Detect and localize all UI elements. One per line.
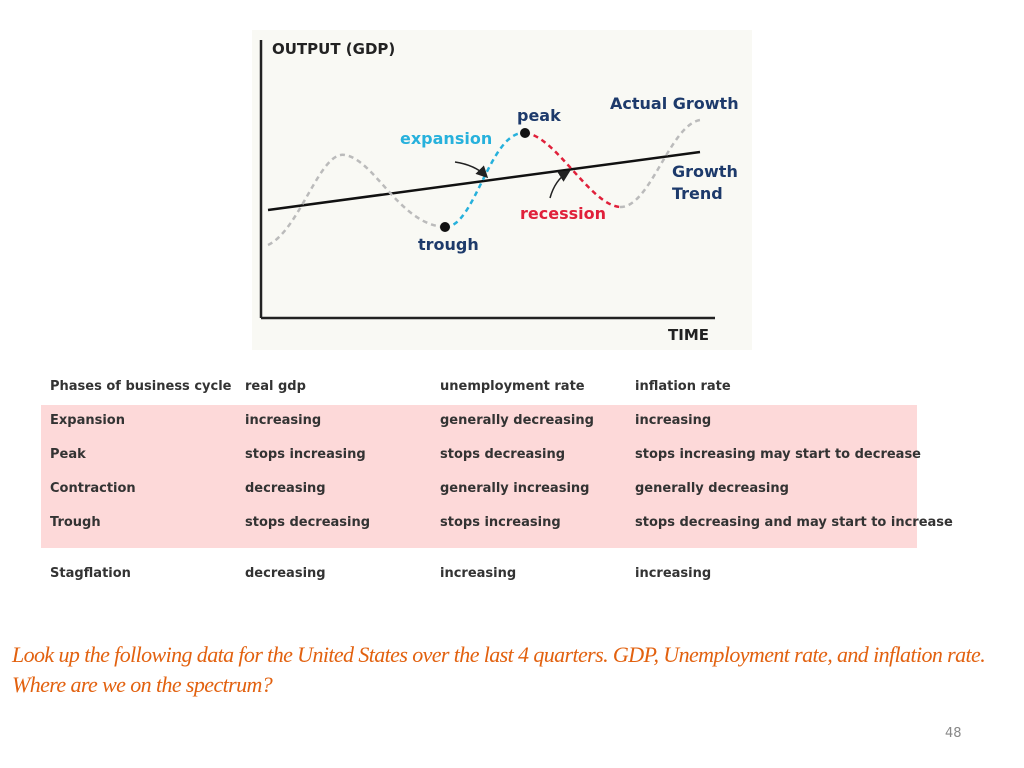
table-cell: increasing	[635, 566, 712, 581]
recession-label: recession	[520, 204, 606, 223]
table-cell: decreasing	[245, 481, 326, 496]
table-cell: stops increasing may start to decrease	[635, 447, 921, 462]
trough-label: trough	[418, 235, 479, 254]
table-cell: increasing	[635, 413, 712, 428]
trough-point	[440, 222, 450, 232]
table-cell: decreasing	[245, 566, 326, 581]
table-cell: generally decreasing	[635, 481, 789, 496]
diagram-background	[252, 30, 752, 350]
expansion-curve	[444, 131, 526, 229]
table-cell: increasing	[440, 566, 517, 581]
table-cell: Contraction	[50, 481, 136, 496]
table-cell: stops increasing	[245, 447, 366, 462]
page-number: 48	[945, 726, 962, 741]
recession-curve	[524, 131, 621, 209]
table-cell: real gdp	[245, 379, 306, 394]
prompt-text: Look up the following data for the Unite…	[12, 642, 986, 697]
table-cell: Trough	[50, 515, 101, 530]
cycle-curve	[619, 118, 701, 209]
table-cell: Peak	[50, 447, 86, 462]
table-cell: stops decreasing and may start to increa…	[635, 515, 953, 530]
table-cell: stops decreasing	[440, 447, 566, 462]
table-cell: Stagflation	[50, 566, 131, 581]
cycle-curve	[267, 153, 446, 247]
table-cell: increasing	[245, 413, 322, 428]
table-cell: stops decreasing	[245, 515, 371, 530]
table-cell: Expansion	[50, 413, 125, 428]
y-axis-label: OUTPUT (GDP)	[272, 40, 396, 58]
growth-trend-label: Growth Trend	[672, 162, 738, 203]
table-cell: inflation rate	[635, 379, 731, 394]
actual-growth-label: Actual Growth	[610, 94, 739, 113]
table-cell: stops increasing	[440, 515, 561, 530]
table-cell: generally increasing	[440, 481, 590, 496]
table-cell: unemployment rate	[440, 379, 585, 394]
table-cell: Phases of business cycle	[50, 379, 232, 394]
trend-line	[267, 150, 701, 212]
expansion-label: expansion	[400, 129, 493, 148]
peak-label: peak	[517, 106, 561, 125]
table-highlight	[41, 405, 917, 548]
table-cell: generally decreasing	[440, 413, 594, 428]
arrow	[454, 161, 489, 179]
arrow	[549, 170, 571, 199]
x-axis-label: TIME	[668, 326, 709, 344]
peak-point	[520, 128, 530, 138]
